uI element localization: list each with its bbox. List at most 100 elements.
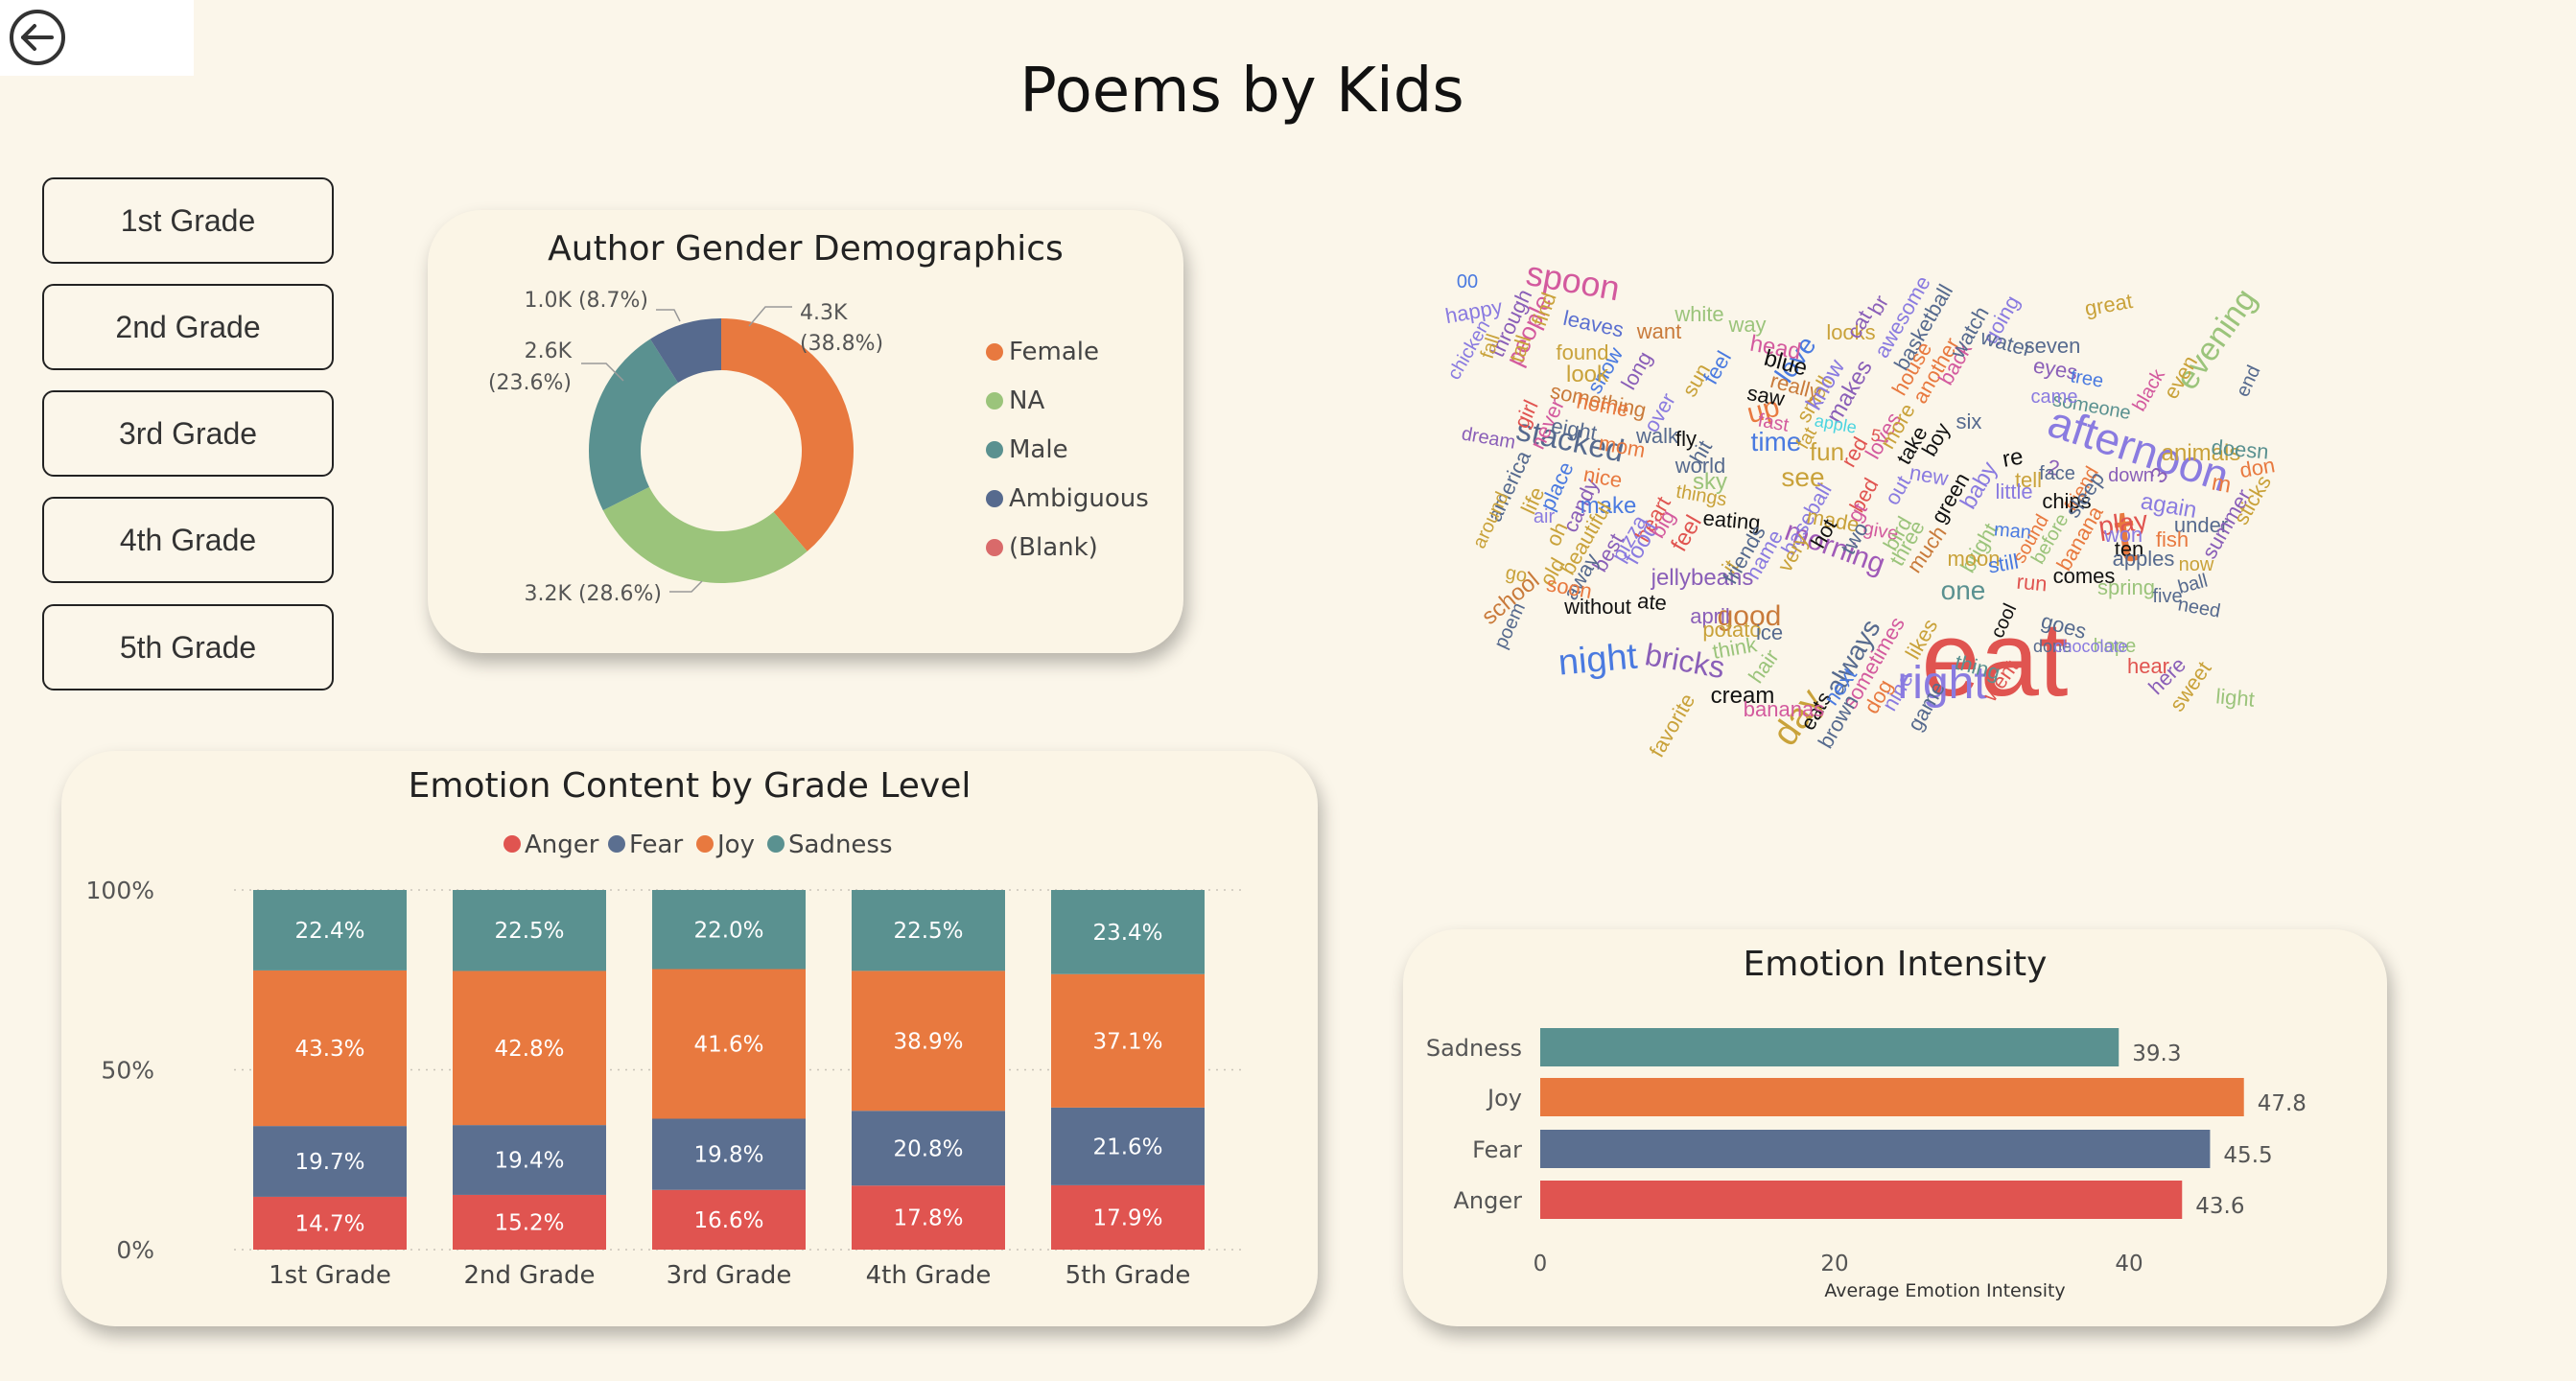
word-cloud-word[interactable]: sky bbox=[1693, 469, 1727, 495]
word-cloud-word[interactable]: dream bbox=[1460, 423, 1517, 454]
word-cloud-word[interactable]: go bbox=[1504, 562, 1529, 587]
word-cloud-word[interactable]: chips bbox=[2042, 489, 2091, 513]
word-cloud-word[interactable]: need bbox=[2176, 594, 2222, 621]
word-cloud-word[interactable]: re bbox=[2001, 443, 2026, 472]
bar-segment-joy[interactable] bbox=[253, 970, 407, 1127]
word-cloud-word[interactable]: see bbox=[1781, 462, 1824, 492]
intensity-bar-anger[interactable] bbox=[1540, 1181, 2183, 1219]
word-cloud-word[interactable]: light bbox=[2214, 684, 2255, 711]
legend-item-na[interactable]: NA bbox=[986, 386, 1044, 415]
word-cloud-word[interactable]: cream bbox=[1711, 683, 1775, 709]
bar-segment-fear[interactable] bbox=[652, 1118, 806, 1190]
intensity-bar-sadness[interactable] bbox=[1540, 1028, 2119, 1066]
word-cloud-word[interactable]: right bbox=[1897, 658, 1986, 709]
word-cloud-word[interactable]: six bbox=[1956, 410, 1982, 433]
word-cloud-word[interactable]: seven bbox=[2025, 334, 2081, 358]
word-cloud-word[interactable]: face bbox=[2039, 463, 2075, 484]
word-cloud-word[interactable]: one bbox=[1941, 575, 1986, 605]
donut-slice-female[interactable] bbox=[721, 318, 854, 551]
bar-segment-joy[interactable] bbox=[453, 971, 606, 1126]
word-cloud-word[interactable]: 5 bbox=[1869, 425, 1882, 445]
word-cloud-word[interactable]: animals bbox=[2162, 440, 2241, 466]
word-cloud-word[interactable]: want bbox=[1636, 319, 1681, 343]
word-cloud-word[interactable]: fly bbox=[1675, 427, 1697, 451]
bar-segment-sadness[interactable] bbox=[453, 890, 606, 971]
word-cloud-word[interactable]: april bbox=[1690, 604, 1730, 628]
word-cloud-word[interactable]: ten bbox=[2115, 537, 2144, 561]
word-cloud-word[interactable]: doesn bbox=[2211, 434, 2270, 463]
bar-segment-sadness[interactable] bbox=[852, 890, 1005, 971]
word-cloud-word[interactable]: 00 bbox=[1457, 271, 1478, 293]
legend-item-female[interactable]: Female bbox=[986, 338, 1099, 366]
legend-label-joy[interactable]: Joy bbox=[715, 831, 755, 859]
intensity-bar-fear[interactable] bbox=[1540, 1130, 2211, 1168]
grade-button-4th[interactable]: 4th Grade bbox=[42, 497, 334, 583]
word-cloud-word[interactable]: play bbox=[2096, 505, 2149, 542]
grade-button-1st[interactable]: 1st Grade bbox=[42, 177, 334, 264]
arrow-left-circle-icon[interactable] bbox=[8, 8, 67, 67]
word-cloud-word[interactable]: night bbox=[1557, 636, 1639, 683]
word-cloud-word[interactable]: great bbox=[2083, 289, 2135, 320]
word-cloud-word[interactable]: found bbox=[1556, 340, 1608, 364]
legend-label-sadness[interactable]: Sadness bbox=[788, 831, 893, 859]
bar-segment-joy[interactable] bbox=[1051, 973, 1205, 1108]
word-cloud-word[interactable]: five bbox=[2152, 586, 2182, 607]
word-cloud-word[interactable]: around bbox=[1468, 489, 1512, 552]
legend-label-anger[interactable]: Anger bbox=[525, 831, 599, 859]
word-cloud-word[interactable]: favorite bbox=[1645, 690, 1700, 761]
word-cloud-word[interactable]: ate bbox=[1636, 589, 1668, 616]
bar-segment-fear[interactable] bbox=[1051, 1107, 1205, 1185]
word-cloud-word[interactable]: white bbox=[1674, 302, 1723, 326]
word-cloud-word[interactable]: m bbox=[2210, 470, 2233, 499]
word-cloud-word[interactable]: won bbox=[2103, 523, 2143, 547]
word-cloud-word[interactable]: good bbox=[1718, 600, 1782, 632]
bar-segment-anger[interactable] bbox=[852, 1185, 1005, 1250]
word-cloud-word[interactable]: still bbox=[1986, 550, 2021, 578]
word-cloud-word[interactable]: world bbox=[1674, 454, 1726, 478]
word-cloud-word[interactable]: potato bbox=[1702, 618, 1761, 642]
word-cloud-word[interactable]: time bbox=[1751, 427, 1802, 456]
word-cloud-word[interactable]: boy bbox=[1917, 419, 1955, 460]
word-cloud-word[interactable]: down bbox=[2108, 465, 2154, 486]
bar-segment-anger[interactable] bbox=[253, 1196, 407, 1250]
bar-segment-anger[interactable] bbox=[652, 1189, 806, 1250]
word-cloud-word[interactable]: hope bbox=[2094, 636, 2137, 657]
word-cloud-word[interactable]: ice bbox=[1756, 620, 1783, 644]
intensity-bar-joy[interactable] bbox=[1540, 1078, 2244, 1116]
word-cloud-word[interactable]: make bbox=[1581, 493, 1637, 519]
word-cloud-word[interactable]: done bbox=[2033, 637, 2072, 656]
word-cloud-word[interactable]: chocolate bbox=[2053, 637, 2127, 656]
word-cloud-word[interactable]: eat bbox=[1922, 600, 2069, 718]
grade-button-3rd[interactable]: 3rd Grade bbox=[42, 390, 334, 477]
word-cloud-word[interactable]: hear bbox=[2127, 654, 2169, 678]
donut-slice-na[interactable] bbox=[602, 486, 808, 583]
bar-segment-fear[interactable] bbox=[253, 1126, 407, 1197]
word-cloud-word[interactable]: air bbox=[1534, 506, 1556, 527]
word-cloud-word[interactable]: looks bbox=[1826, 320, 1875, 344]
legend-label-fear[interactable]: Fear bbox=[629, 831, 683, 859]
word-cloud-word[interactable]: jellybeans bbox=[1651, 565, 1754, 591]
word-cloud-word[interactable]: spring bbox=[2097, 575, 2155, 599]
donut-slice-male[interactable] bbox=[589, 339, 678, 511]
word-cloud-word[interactable]: look bbox=[1566, 362, 1609, 387]
word-cloud-word[interactable]: fun bbox=[1810, 437, 1844, 466]
grade-button-5th[interactable]: 5th Grade bbox=[42, 604, 334, 690]
word-cloud-word[interactable]: under bbox=[2174, 513, 2228, 537]
word-cloud-word[interactable]: little bbox=[1995, 480, 2032, 503]
word-cloud-word[interactable]: way bbox=[1727, 313, 1766, 337]
legend-item-blank[interactable]: (Blank) bbox=[986, 533, 1098, 562]
bar-segment-fear[interactable] bbox=[852, 1111, 1005, 1186]
word-cloud-word[interactable]: man bbox=[1993, 519, 2032, 543]
bar-segment-sadness[interactable] bbox=[652, 890, 806, 970]
word-cloud-word[interactable]: tell bbox=[2015, 468, 2042, 492]
word-cloud-word[interactable]: came bbox=[2031, 386, 2078, 408]
word-cloud-word[interactable]: 2 bbox=[2046, 455, 2061, 480]
word-cloud-word[interactable]: leaves bbox=[1561, 306, 1626, 342]
word-cloud-word[interactable]: walk bbox=[1635, 424, 1679, 448]
word-cloud-word[interactable]: apples bbox=[2113, 547, 2175, 571]
bar-segment-anger[interactable] bbox=[453, 1194, 606, 1250]
bar-segment-anger[interactable] bbox=[1051, 1184, 1205, 1250]
legend-item-ambiguous[interactable]: Ambiguous bbox=[986, 484, 1149, 513]
word-cloud-word[interactable]: without bbox=[1563, 595, 1631, 619]
bar-segment-joy[interactable] bbox=[652, 969, 806, 1119]
